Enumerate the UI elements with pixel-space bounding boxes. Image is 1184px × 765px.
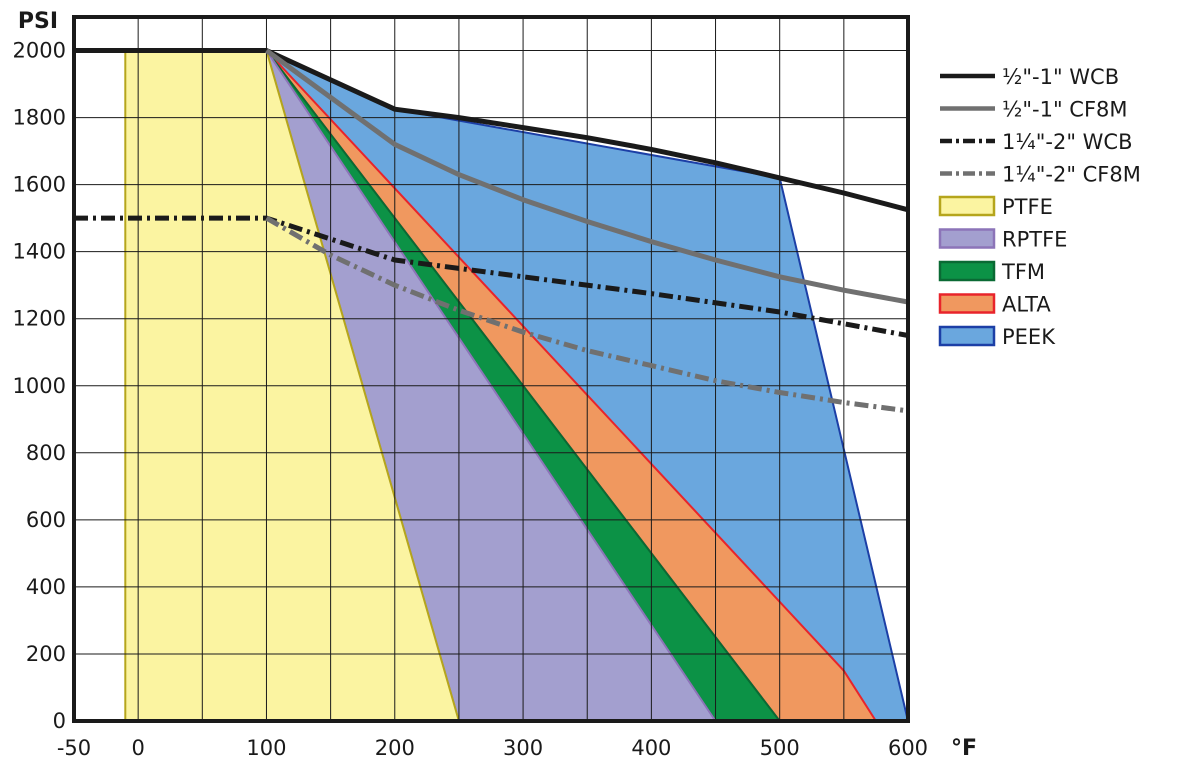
- legend-item-tfm: TFM: [938, 260, 1045, 284]
- x-tick-label: 600: [888, 736, 928, 760]
- x-tick-label: 200: [375, 736, 415, 760]
- x-tick-label: 500: [760, 736, 800, 760]
- y-tick-label: 200: [26, 642, 66, 666]
- plot-border: [72, 15, 910, 723]
- legend-label: RPTFE: [1002, 228, 1067, 252]
- legend-item-rptfe: RPTFE: [938, 228, 1067, 252]
- legend-item-ptfe: PTFE: [938, 195, 1053, 219]
- y-tick-label: 1200: [13, 307, 66, 331]
- rating-lines: [74, 48, 909, 414]
- line-1-cf8m: [265, 48, 909, 305]
- legend-label: PTFE: [1002, 195, 1053, 219]
- legend-swatch: [938, 325, 996, 347]
- y-tick-label: 1000: [13, 374, 66, 398]
- legend-label: PEEK: [1002, 325, 1056, 349]
- y-tick-label: 1600: [13, 173, 66, 197]
- legend-item-1-cf8m: ½"-1" CF8M: [940, 98, 1128, 122]
- y-axis-unit: PSI: [18, 9, 58, 34]
- legend-label: TFM: [1001, 260, 1045, 284]
- legend-label: ½"-1" WCB: [1002, 65, 1119, 89]
- legend-item-1-2-cf8m: 1¼"-2" CF8M: [940, 163, 1141, 187]
- legend-swatch: [938, 195, 996, 217]
- legend-swatch: [938, 260, 996, 282]
- y-tick-label: 0: [53, 709, 66, 733]
- x-tick-label: 400: [631, 736, 671, 760]
- x-tick-label: 100: [246, 736, 286, 760]
- x-tick-label: -50: [57, 736, 91, 760]
- grid: [74, 17, 909, 721]
- y-tick-label: 400: [26, 575, 66, 599]
- legend-swatch: [938, 293, 996, 314]
- legend-swatch: [938, 228, 996, 249]
- axis-units: PSI °F: [18, 9, 977, 761]
- tick-labels: 0200400600800100012001400160018002000-50…: [13, 39, 929, 760]
- legend-label: ½"-1" CF8M: [1002, 98, 1128, 122]
- plot-frame: [72, 15, 910, 723]
- y-tick-label: 600: [26, 508, 66, 532]
- line-1-wcb: [74, 48, 909, 213]
- y-tick-label: 2000: [13, 39, 66, 63]
- legend: ½"-1" WCB ½"-1" CF8M 1¼"-2" WCB 1¼"-2" CF8M…: [938, 65, 1141, 349]
- legend-item-peek: PEEK: [938, 325, 1056, 349]
- legend-item-1-wcb: ½"-1" WCB: [940, 65, 1119, 89]
- legend-label: 1¼"-2" WCB: [1002, 130, 1132, 154]
- x-axis-unit: °F: [951, 736, 977, 761]
- y-tick-label: 800: [26, 441, 66, 465]
- legend-item-alta: ALTA: [938, 293, 1051, 317]
- line-1-2-cf8m: [265, 215, 909, 414]
- legend-item-1-2-wcb: 1¼"-2" WCB: [940, 130, 1132, 154]
- y-tick-label: 1800: [13, 106, 66, 130]
- legend-label: 1¼"-2" CF8M: [1002, 163, 1141, 187]
- y-tick-label: 1400: [13, 240, 66, 264]
- x-tick-label: 300: [503, 736, 543, 760]
- x-tick-label: 0: [131, 736, 144, 760]
- legend-label: ALTA: [1002, 293, 1051, 317]
